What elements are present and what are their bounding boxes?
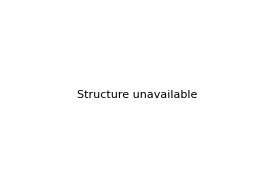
Text: Structure unavailable: Structure unavailable [77, 90, 197, 100]
